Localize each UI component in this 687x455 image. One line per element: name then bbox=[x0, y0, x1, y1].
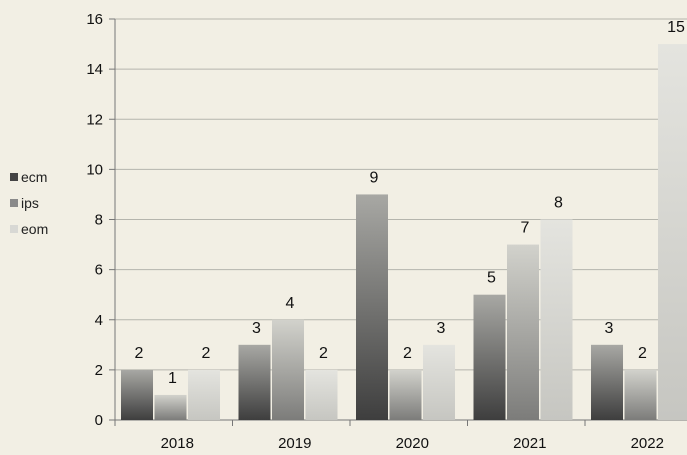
data-label: 15 bbox=[667, 19, 685, 36]
labels: 2018 2 1 2 2019 3 4 2 2020 9 2 3 2021 5 7 8 2022 3 2 15 bbox=[135, 19, 685, 452]
data-label: 3 bbox=[437, 320, 446, 337]
bar-ecm-2021 bbox=[473, 294, 506, 420]
bar-ecm-2022 bbox=[591, 344, 623, 420]
y-tick-label: 0 bbox=[95, 412, 103, 429]
data-label: 4 bbox=[286, 295, 295, 312]
bar-ips-2020 bbox=[389, 369, 422, 420]
bar-eom-2018 bbox=[188, 369, 220, 420]
data-label: 1 bbox=[168, 370, 177, 387]
x-tick-label: 2019 bbox=[278, 435, 311, 452]
legend-item-ips: ips bbox=[10, 190, 48, 216]
x-tick-label: 2020 bbox=[396, 435, 429, 452]
data-label: 3 bbox=[252, 320, 261, 337]
bar-eom-2021 bbox=[540, 219, 573, 420]
legend-swatch-ips bbox=[10, 199, 18, 207]
y-tick-label: 10 bbox=[86, 161, 103, 178]
legend-swatch-eom bbox=[10, 225, 18, 233]
data-label: 7 bbox=[521, 220, 530, 237]
x-tick-label: 2021 bbox=[513, 435, 546, 452]
y-tick-label: 4 bbox=[95, 312, 103, 329]
bar-eom-2022 bbox=[658, 44, 687, 420]
y-tick-label: 16 bbox=[86, 11, 103, 28]
data-label: 3 bbox=[605, 320, 614, 337]
bar-ips-2021 bbox=[507, 244, 539, 420]
bar-ecm-2019 bbox=[238, 344, 271, 420]
legend: ecm ips eom bbox=[10, 164, 48, 242]
bar-ips-2018 bbox=[154, 394, 187, 420]
bar-ecm-2018 bbox=[121, 369, 153, 420]
x-tick-label: 2018 bbox=[161, 435, 194, 452]
y-tick-label: 12 bbox=[86, 111, 103, 128]
y-tick-label: 2 bbox=[95, 362, 103, 379]
data-label: 2 bbox=[319, 345, 328, 362]
y-tick-label: 8 bbox=[95, 212, 103, 229]
data-label: 9 bbox=[370, 169, 379, 186]
legend-label-ecm: ecm bbox=[21, 169, 48, 185]
legend-item-eom: eom bbox=[10, 216, 48, 242]
legend-label-eom: eom bbox=[21, 221, 49, 237]
bar-ips-2022 bbox=[624, 369, 657, 420]
bar-eom-2019 bbox=[305, 369, 338, 420]
data-label: 2 bbox=[135, 345, 144, 362]
bar-ecm-2020 bbox=[356, 194, 388, 420]
data-label: 5 bbox=[487, 270, 496, 287]
bar-ips-2019 bbox=[272, 319, 304, 420]
legend-item-ecm: ecm bbox=[10, 164, 48, 190]
bars bbox=[121, 44, 687, 420]
data-label: 2 bbox=[638, 345, 647, 362]
data-label: 2 bbox=[403, 345, 412, 362]
data-label: 2 bbox=[202, 345, 211, 362]
bar-eom-2020 bbox=[423, 344, 455, 420]
x-tick-label: 2022 bbox=[631, 435, 664, 452]
data-label: 8 bbox=[554, 195, 563, 212]
legend-swatch-ecm bbox=[10, 173, 18, 181]
y-tick-label: 14 bbox=[86, 61, 103, 78]
y-tick-label: 6 bbox=[95, 262, 103, 279]
legend-label-ips: ips bbox=[21, 195, 39, 211]
